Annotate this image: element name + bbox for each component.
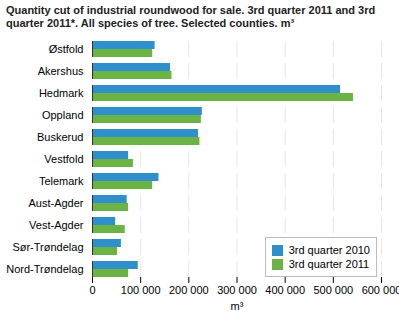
svg-text:200 000: 200 000	[169, 284, 209, 296]
html-text:Quantity cut of industrial rou: Quantity cut of industrial roundwood for…	[6, 4, 376, 29]
svg-text:300 000: 300 000	[217, 284, 257, 296]
svg-text:Akershus: Akershus	[38, 65, 84, 77]
svg-text:Buskerud: Buskerud	[37, 131, 83, 143]
svg-text:Sør-Trøndelag: Sør-Trøndelag	[12, 241, 83, 253]
svg-text:Oppland: Oppland	[42, 109, 84, 121]
svg-text:600 000: 600 000	[362, 284, 399, 296]
svg-text:m³: m³	[231, 300, 244, 312]
svg-text:Hedmark: Hedmark	[39, 87, 84, 99]
svg-text:Nord-Trøndelag: Nord-Trøndelag	[6, 263, 83, 275]
svg-text:Telemark: Telemark	[39, 175, 84, 187]
svg-text:Aust-Agder: Aust-Agder	[28, 197, 83, 209]
html-text:3rd quarter 2010: 3rd quarter 2010	[288, 244, 370, 256]
svg-text:400 000: 400 000	[265, 284, 305, 296]
html-text:3rd quarter 2011: 3rd quarter 2011	[288, 258, 370, 270]
svg-text:Vest-Agder: Vest-Agder	[29, 219, 84, 231]
svg-text:Vestfold: Vestfold	[44, 153, 83, 165]
svg-text:Østfold: Østfold	[49, 43, 84, 55]
svg-text:100 000: 100 000	[121, 284, 161, 296]
svg-text:500 000: 500 000	[313, 284, 353, 296]
svg-text:0: 0	[89, 284, 95, 296]
